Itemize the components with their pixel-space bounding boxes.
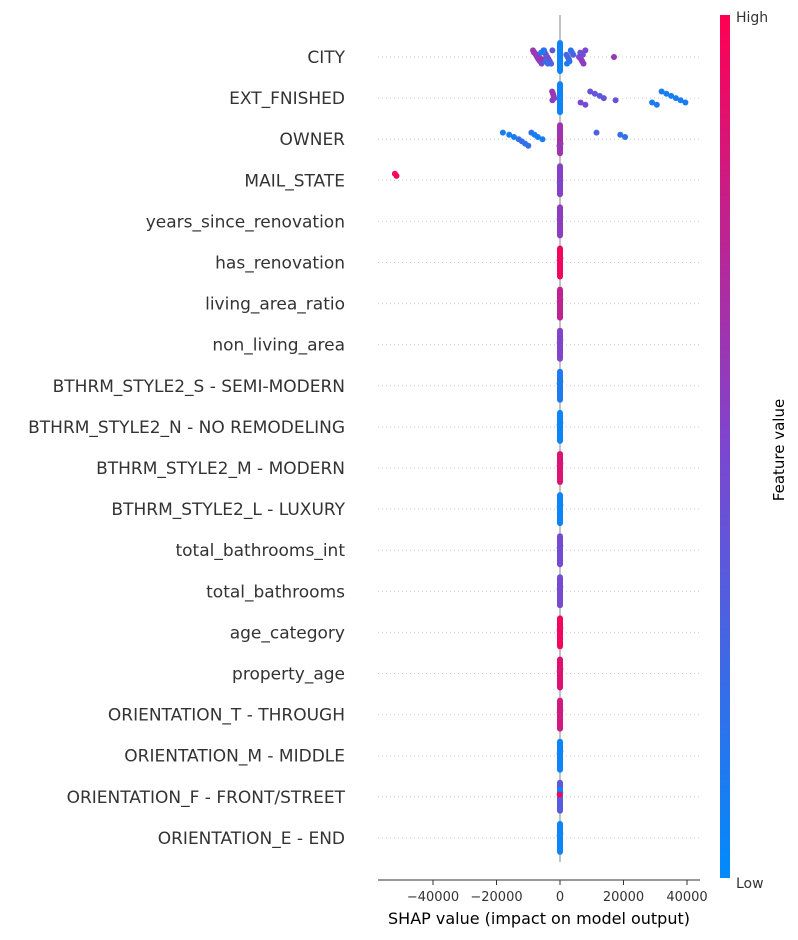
shap-point (556, 421, 563, 428)
feature-label: BTHRM_STYLE2_N - NO REMODELING (28, 418, 345, 438)
feature-label: EXT_FNISHED (229, 89, 345, 109)
shap-point (556, 216, 563, 223)
feature-label: ORIENTATION_E - END (158, 829, 345, 849)
shap-point (668, 92, 675, 99)
shap-point (682, 99, 689, 106)
shap-point (549, 47, 556, 54)
x-tick-label: −20000 (470, 890, 522, 905)
feature-label: BTHRM_STYLE2_S - SEMI-MODERN (53, 377, 345, 397)
x-tick-label: 40000 (666, 890, 707, 905)
x-axis-title: SHAP value (impact on model output) (388, 909, 690, 928)
feature-label: OWNER (280, 130, 346, 150)
shap-points (391, 40, 689, 855)
shap-point (556, 380, 563, 387)
shap-point (556, 668, 563, 675)
shap-point (611, 54, 617, 60)
colorbar-high-label: High (736, 10, 768, 26)
feature-label: ORIENTATION_F - FRONT/STREET (67, 788, 346, 808)
colorbar: High Low Feature value (720, 10, 788, 892)
shap-point (570, 51, 577, 58)
shap-point (556, 339, 563, 346)
shap-point (617, 131, 624, 138)
shap-point (622, 134, 629, 140)
feature-rows (378, 56, 700, 839)
feature-label: ORIENTATION_M - MIDDLE (124, 747, 345, 767)
shap-point (556, 750, 563, 757)
shap-point (672, 95, 679, 102)
feature-label: living_area_ratio (205, 295, 345, 315)
shap-point (556, 257, 563, 264)
shap-point (534, 134, 541, 140)
shap-point (564, 60, 570, 67)
feature-label: ORIENTATION_T - THROUGH (108, 706, 345, 726)
shap-point (525, 142, 532, 149)
feature-label: non_living_area (212, 336, 345, 356)
feature-label: years_since_renovation (146, 212, 345, 232)
feature-label: has_renovation (215, 254, 345, 274)
shap-point (506, 131, 513, 138)
feature-label: BTHRM_STYLE2_M - MODERN (96, 459, 345, 479)
colorbar-low-label: Low (736, 876, 764, 892)
shap-point (579, 51, 586, 58)
shap-point (556, 545, 563, 551)
x-ticks: −40000 −20000 0 20000 40000 (407, 880, 708, 905)
shap-point (556, 709, 563, 716)
shap-point (556, 179, 563, 186)
feature-label: age_category (230, 623, 345, 643)
zero-cluster (557, 81, 563, 116)
shap-point (612, 97, 619, 104)
shap-point (556, 142, 563, 149)
shap-point (591, 90, 598, 97)
colorbar-title: Feature value (770, 399, 788, 501)
shap-point (556, 586, 563, 593)
feature-label: CITY (307, 48, 345, 68)
shap-point (593, 129, 600, 136)
shap-point (556, 503, 563, 510)
shap-point (587, 88, 594, 95)
shap-point (658, 88, 665, 95)
x-tick-label: 20000 (603, 890, 644, 905)
colorbar-gradient (720, 15, 730, 878)
x-axis: −40000 −20000 0 20000 40000 SHAP value (impa… (378, 879, 708, 928)
x-tick-label: 0 (556, 890, 564, 905)
shap-point (663, 90, 670, 97)
feature-label: MAIL_STATE (244, 171, 345, 191)
shap-point (499, 129, 506, 136)
feature-label: property_age (232, 665, 345, 685)
feature-label: total_bathrooms_int (175, 541, 345, 561)
shap-point (556, 832, 563, 839)
shap-point (511, 134, 517, 140)
shap-point (653, 101, 660, 108)
shap-point (549, 97, 556, 104)
shap-point (677, 97, 684, 104)
feature-label: BTHRM_STYLE2_L - LUXURY (111, 500, 345, 520)
shap-point (544, 60, 551, 67)
shap-point (539, 136, 546, 143)
shap-point (580, 60, 587, 67)
zero-cluster (557, 40, 563, 74)
shap-point (600, 95, 607, 102)
shap-point (538, 49, 544, 56)
shap-point (556, 791, 563, 798)
shap-point (582, 101, 589, 108)
feature-label: total_bathrooms (206, 582, 345, 602)
shap-point (556, 462, 563, 469)
shap-point (582, 47, 589, 54)
shap-point (649, 99, 656, 106)
shap-point (577, 99, 584, 106)
shap-point (393, 172, 400, 179)
shap-point (556, 298, 563, 305)
x-tick-label: −40000 (407, 890, 459, 905)
shap-point (556, 627, 563, 634)
